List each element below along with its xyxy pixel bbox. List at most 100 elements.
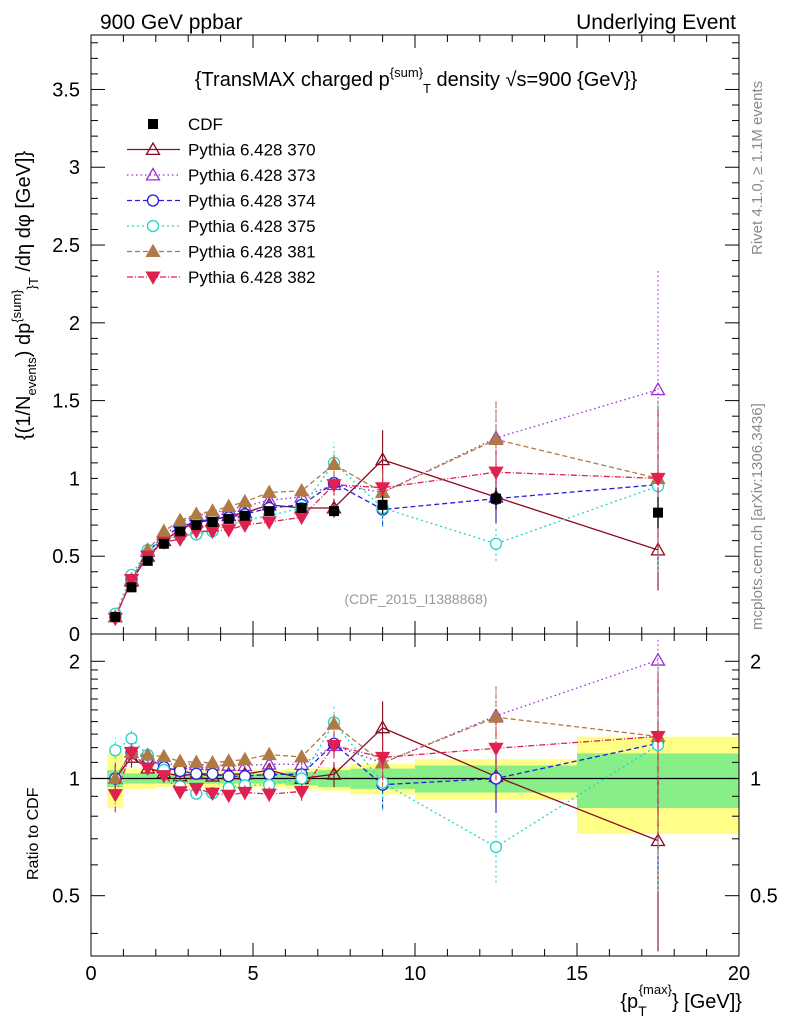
chart-title: {TransMAX charged p{sum}T density √s=900… xyxy=(195,65,638,96)
series-ratio-point xyxy=(125,732,138,745)
series-ratio-point xyxy=(326,716,342,730)
series-ratio-point xyxy=(188,782,204,797)
reference-point xyxy=(329,506,339,517)
series-ratio-point xyxy=(293,785,310,800)
ratio-tick-label-right: 0.5 xyxy=(750,886,778,908)
series-point xyxy=(650,472,666,487)
series-ratio-point xyxy=(650,652,666,666)
legend-label: Pythia 6.428 375 xyxy=(188,217,316,236)
series-ratio-point xyxy=(188,754,204,768)
reference-series xyxy=(110,487,663,622)
reference-point xyxy=(239,510,250,521)
y-tick-label: 2.5 xyxy=(52,235,80,257)
series-point xyxy=(261,484,277,498)
series-point xyxy=(650,381,666,396)
series-ratio-point xyxy=(293,749,310,763)
legend-label: CDF xyxy=(188,115,223,134)
mcplots-reference: mcplots.cern.ch [arXiv:1306.3436] xyxy=(749,403,766,630)
reference-point xyxy=(223,513,234,524)
series-point xyxy=(221,498,237,512)
series-ratio-point xyxy=(109,744,122,757)
legend-label: Pythia 6.428 373 xyxy=(188,166,316,185)
series-point xyxy=(156,523,172,537)
series-point xyxy=(188,506,204,520)
series-point xyxy=(204,503,221,517)
series-5 xyxy=(107,400,666,854)
series-ratio-point xyxy=(172,786,188,800)
ratio-tick-label: 2 xyxy=(69,651,80,673)
legend-label: Pythia 6.428 374 xyxy=(188,192,316,211)
series-ratio-point xyxy=(221,753,237,767)
series-ratio-point xyxy=(237,786,253,801)
y-tick-label: 3.5 xyxy=(52,79,80,101)
series-layer xyxy=(107,268,666,952)
reference-point xyxy=(142,555,153,566)
reference-point xyxy=(191,520,202,531)
header-right: Underlying Event xyxy=(576,11,736,34)
series-ratio-point xyxy=(374,719,391,734)
series-point xyxy=(221,524,237,538)
y-tick-label: 1 xyxy=(69,468,80,490)
reference-point xyxy=(158,538,169,549)
series-ratio-point xyxy=(156,770,172,784)
x-tick-label: 20 xyxy=(728,963,750,985)
reference-point xyxy=(207,516,218,527)
series-ratio-point xyxy=(374,751,391,766)
ratio-y-axis-label: Ratio to CDF xyxy=(25,787,42,880)
x-axis-label: {pT{max}} [GeV]} xyxy=(620,982,742,1019)
series-ratio-point xyxy=(107,789,123,803)
rivet-version: Rivet 4.1.0, ≥ 1.1M events xyxy=(749,81,766,255)
y-tick-label: 3 xyxy=(69,157,80,179)
series-ratio-point xyxy=(204,754,221,769)
series-ratio-point xyxy=(156,748,172,763)
reference-point xyxy=(296,502,307,513)
legend-marker xyxy=(146,219,160,233)
series-ratio-point xyxy=(237,751,253,766)
reference-point xyxy=(491,493,501,504)
series-ratio-point xyxy=(123,746,140,761)
series-ratio-point xyxy=(206,767,219,780)
series-point xyxy=(326,456,342,470)
series-point xyxy=(237,519,253,533)
y-tick-label: 2 xyxy=(69,313,80,335)
series-point xyxy=(326,479,342,493)
series-ratio-point xyxy=(140,762,156,776)
series-ratio-point xyxy=(107,770,123,785)
y-axis-label: {(1/Nevents) dp{sum}}T /dη dφ [GeV]} xyxy=(9,151,41,440)
series-point xyxy=(261,516,277,530)
series-ratio-point xyxy=(261,746,277,761)
series-point xyxy=(488,466,504,481)
legend-label: Pythia 6.428 370 xyxy=(188,141,316,160)
legend: CDF Pythia 6.428 370 Pythia 6.428 373 Pythi… xyxy=(127,115,316,287)
legend-label: Pythia 6.428 382 xyxy=(188,268,316,287)
reference-point xyxy=(175,526,186,537)
ratio-tick-label: 1 xyxy=(69,768,80,790)
series-ratio-point xyxy=(190,767,203,780)
x-tick-label: 5 xyxy=(247,963,258,985)
series-ratio-point xyxy=(295,772,308,785)
legend-marker xyxy=(145,141,161,156)
series-ratio-point xyxy=(172,753,188,767)
series-point xyxy=(293,483,310,497)
series-point xyxy=(489,537,503,550)
series-point xyxy=(172,512,188,526)
series-ratio-point xyxy=(261,788,277,802)
series-ratio-point xyxy=(204,787,221,802)
reference-point xyxy=(126,582,137,593)
x-tick-label: 10 xyxy=(404,963,426,985)
analysis-watermark: (CDF_2015_I1388868) xyxy=(344,591,487,607)
y-tick-label: 0 xyxy=(69,624,80,646)
series-ratio-point xyxy=(488,742,504,757)
series-point xyxy=(237,493,253,508)
series-point xyxy=(374,451,391,466)
legend-marker xyxy=(146,194,160,207)
ratio-tick-label-right: 1 xyxy=(750,768,761,790)
x-tick-label: 0 xyxy=(85,963,96,985)
reference-point xyxy=(377,499,388,510)
legend-marker xyxy=(145,243,161,258)
axes-layer: 0 5 10 15 20 0 0.5 1 1.5 2 2.5 3 3.5 0.5 0.5 1 1 2 2 xyxy=(52,35,778,985)
header-left: 900 GeV ppbar xyxy=(100,11,242,34)
ratio-tick-label: 0.5 xyxy=(52,886,80,908)
